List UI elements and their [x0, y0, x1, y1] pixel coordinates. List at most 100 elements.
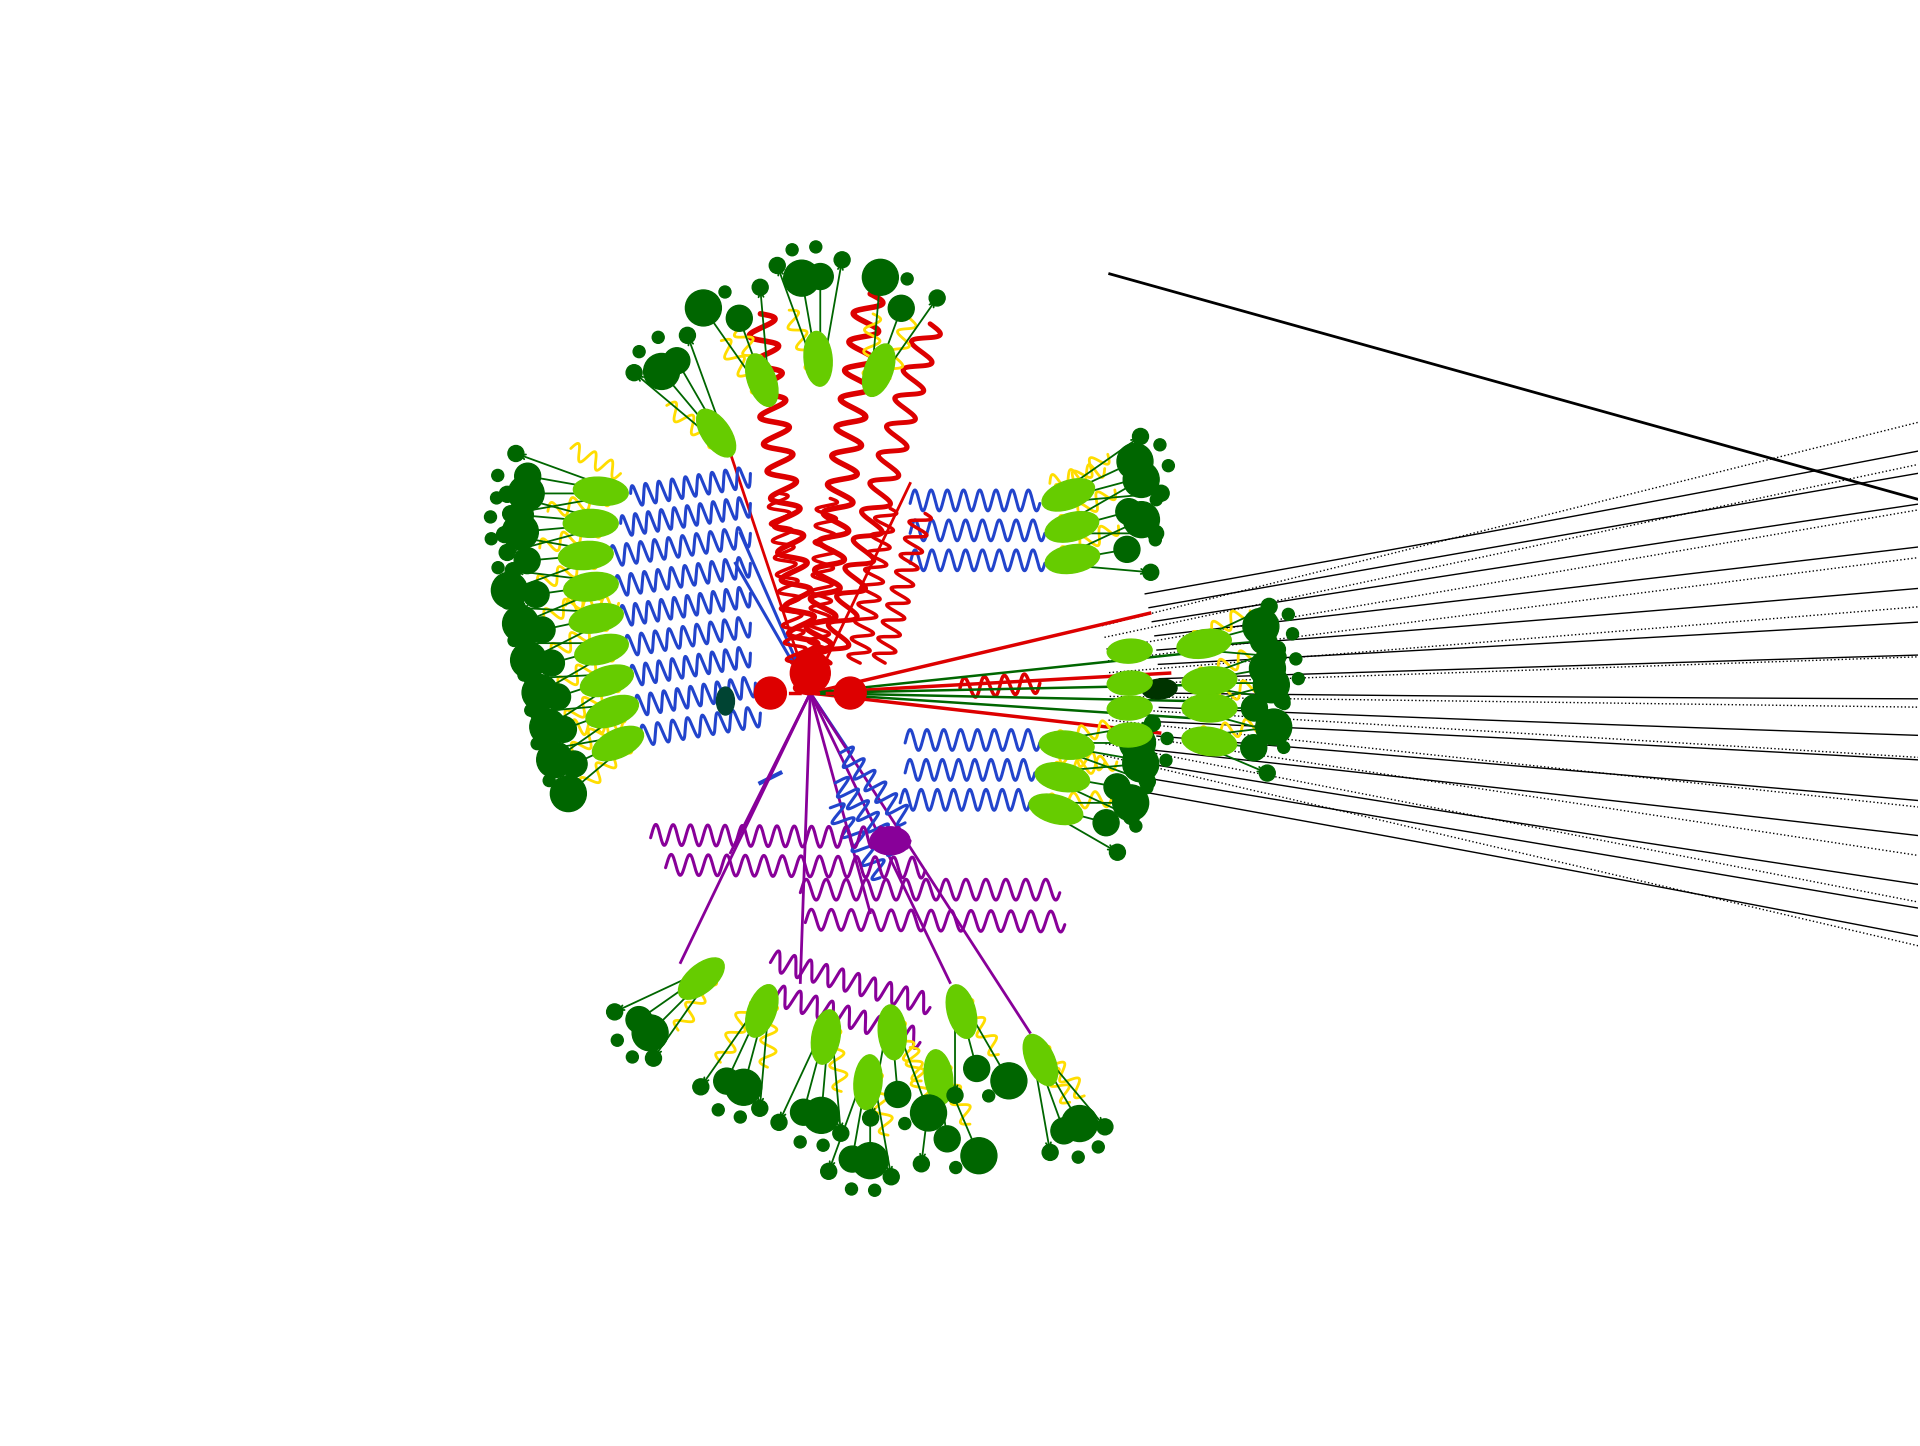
- Circle shape: [803, 1098, 839, 1134]
- Circle shape: [1096, 1119, 1114, 1135]
- Circle shape: [1283, 609, 1294, 620]
- Ellipse shape: [804, 331, 831, 386]
- Circle shape: [1043, 1144, 1058, 1160]
- Ellipse shape: [568, 603, 624, 633]
- Circle shape: [643, 353, 680, 389]
- Ellipse shape: [1035, 762, 1089, 792]
- Ellipse shape: [924, 1050, 952, 1105]
- Circle shape: [889, 295, 914, 321]
- Circle shape: [492, 492, 503, 503]
- Circle shape: [1154, 486, 1169, 502]
- Circle shape: [685, 291, 722, 325]
- Circle shape: [1242, 609, 1279, 645]
- Circle shape: [960, 1138, 996, 1174]
- Ellipse shape: [1044, 544, 1100, 574]
- Circle shape: [1263, 723, 1279, 739]
- Circle shape: [503, 606, 538, 642]
- Circle shape: [503, 513, 538, 549]
- Circle shape: [1140, 782, 1152, 794]
- Circle shape: [1050, 1118, 1077, 1144]
- Circle shape: [505, 562, 520, 578]
- Circle shape: [515, 463, 541, 489]
- Circle shape: [626, 364, 641, 380]
- Circle shape: [1114, 536, 1140, 562]
- Circle shape: [835, 677, 866, 709]
- Circle shape: [833, 1125, 849, 1141]
- Circle shape: [538, 651, 564, 677]
- Circle shape: [1292, 672, 1304, 684]
- Ellipse shape: [580, 665, 634, 697]
- Circle shape: [862, 259, 899, 295]
- Circle shape: [607, 1004, 622, 1019]
- Circle shape: [1279, 697, 1290, 710]
- Ellipse shape: [1183, 667, 1236, 696]
- Circle shape: [561, 750, 588, 777]
- Circle shape: [862, 1111, 879, 1126]
- Circle shape: [532, 737, 543, 749]
- Circle shape: [509, 476, 543, 512]
- Circle shape: [935, 1126, 960, 1152]
- Circle shape: [712, 1103, 724, 1116]
- Circle shape: [1277, 742, 1290, 753]
- Circle shape: [852, 1142, 889, 1178]
- Circle shape: [484, 510, 497, 523]
- Circle shape: [753, 279, 768, 295]
- Circle shape: [726, 305, 753, 331]
- Circle shape: [1123, 502, 1160, 538]
- Circle shape: [1261, 599, 1277, 615]
- Circle shape: [492, 573, 528, 609]
- Circle shape: [530, 704, 545, 720]
- Circle shape: [530, 709, 566, 745]
- Circle shape: [538, 742, 572, 778]
- Circle shape: [1269, 649, 1286, 665]
- Ellipse shape: [1108, 723, 1152, 748]
- Circle shape: [632, 1015, 668, 1051]
- Circle shape: [914, 1155, 929, 1171]
- Circle shape: [755, 677, 787, 709]
- Circle shape: [551, 775, 586, 811]
- Circle shape: [551, 716, 576, 742]
- Circle shape: [910, 1095, 947, 1131]
- Circle shape: [1250, 651, 1284, 687]
- Circle shape: [518, 669, 530, 681]
- Circle shape: [1154, 438, 1165, 451]
- Ellipse shape: [1183, 727, 1236, 756]
- Circle shape: [899, 1118, 910, 1129]
- Circle shape: [1254, 667, 1290, 703]
- Circle shape: [509, 635, 520, 646]
- Circle shape: [947, 1087, 964, 1103]
- Circle shape: [509, 600, 526, 616]
- Circle shape: [1123, 746, 1148, 772]
- Circle shape: [1269, 641, 1284, 658]
- Circle shape: [1127, 464, 1154, 490]
- Circle shape: [518, 635, 536, 651]
- Circle shape: [885, 1082, 910, 1108]
- Circle shape: [1242, 696, 1267, 722]
- Circle shape: [839, 1147, 866, 1173]
- Ellipse shape: [947, 985, 977, 1038]
- Circle shape: [950, 1161, 962, 1174]
- Circle shape: [1123, 746, 1160, 782]
- Ellipse shape: [862, 344, 895, 396]
- Ellipse shape: [854, 1054, 881, 1109]
- Circle shape: [634, 346, 645, 357]
- Circle shape: [770, 257, 785, 273]
- Ellipse shape: [745, 354, 778, 406]
- Circle shape: [1123, 808, 1139, 824]
- Circle shape: [492, 561, 505, 574]
- Ellipse shape: [574, 635, 628, 665]
- Ellipse shape: [877, 1005, 906, 1060]
- Circle shape: [1150, 534, 1162, 545]
- Circle shape: [1092, 1141, 1104, 1152]
- Circle shape: [543, 775, 555, 787]
- Circle shape: [1133, 428, 1148, 444]
- Circle shape: [1123, 461, 1160, 497]
- Ellipse shape: [1044, 512, 1098, 542]
- Circle shape: [1071, 1151, 1085, 1163]
- Circle shape: [522, 675, 559, 710]
- Circle shape: [818, 1139, 829, 1151]
- Circle shape: [611, 1034, 624, 1047]
- Circle shape: [1273, 693, 1290, 709]
- Circle shape: [833, 252, 851, 268]
- Circle shape: [540, 742, 555, 758]
